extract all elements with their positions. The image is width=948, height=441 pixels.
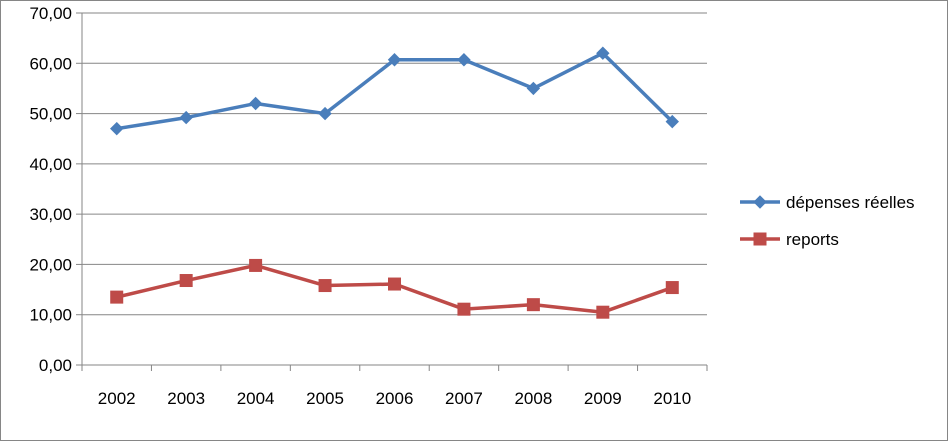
series-reports: [110, 258, 679, 319]
x-tick-label: 2006: [376, 389, 414, 408]
legend-marker: [753, 232, 767, 246]
y-tick-label: 50,00: [29, 105, 72, 124]
data-point: [596, 305, 610, 319]
data-point: [596, 46, 610, 60]
legend-marker: [753, 195, 767, 209]
axes: [76, 12, 708, 371]
y-tick-labels: 0,00 10,00 20,00 30,00 40,00 50,00 60,00 70,00: [29, 4, 72, 375]
y-tick-label: 20,00: [29, 255, 72, 274]
data-point: [457, 53, 471, 67]
legend: dépenses réelles reports: [740, 193, 915, 249]
y-tick-label: 30,00: [29, 205, 72, 224]
y-tick-label: 40,00: [29, 155, 72, 174]
x-tick-label: 2003: [167, 389, 205, 408]
data-point: [318, 279, 332, 293]
data-point: [665, 281, 679, 295]
x-tick-label: 2008: [514, 389, 552, 408]
data-point: [526, 81, 541, 96]
data-point: [665, 114, 679, 129]
data-point: [457, 302, 471, 316]
legend-item: reports: [740, 230, 839, 249]
data-point: [388, 277, 401, 291]
x-tick-label: 2010: [653, 389, 691, 408]
data-point: [248, 96, 263, 111]
x-tick-label: 2005: [306, 389, 344, 408]
data-point: [318, 106, 332, 121]
y-tick-label: 0,00: [39, 356, 72, 375]
data-point: [387, 53, 402, 67]
data-point: [526, 298, 540, 312]
data-point: [249, 258, 263, 272]
data-point: [179, 274, 193, 288]
data-point: [110, 290, 124, 304]
data-point: [110, 121, 124, 136]
y-tick-label: 60,00: [29, 54, 72, 73]
x-tick-label: 2007: [445, 389, 483, 408]
legend-item: dépenses réelles: [740, 193, 915, 212]
y-tick-label: 70,00: [29, 4, 72, 23]
series-depenses-reelles: [110, 46, 679, 136]
x-tick-label: 2004: [237, 389, 275, 408]
y-tick-label: 10,00: [29, 306, 72, 325]
series-layer: [110, 46, 679, 319]
x-tick-labels: 2002 2003 2004 2005 2006 2007 2008 2009 2010: [98, 389, 691, 408]
x-tick-label: 2009: [584, 389, 622, 408]
legend-label: reports: [786, 230, 839, 249]
data-point: [179, 110, 193, 125]
legend-label: dépenses réelles: [786, 193, 915, 212]
x-tick-label: 2002: [98, 389, 136, 408]
